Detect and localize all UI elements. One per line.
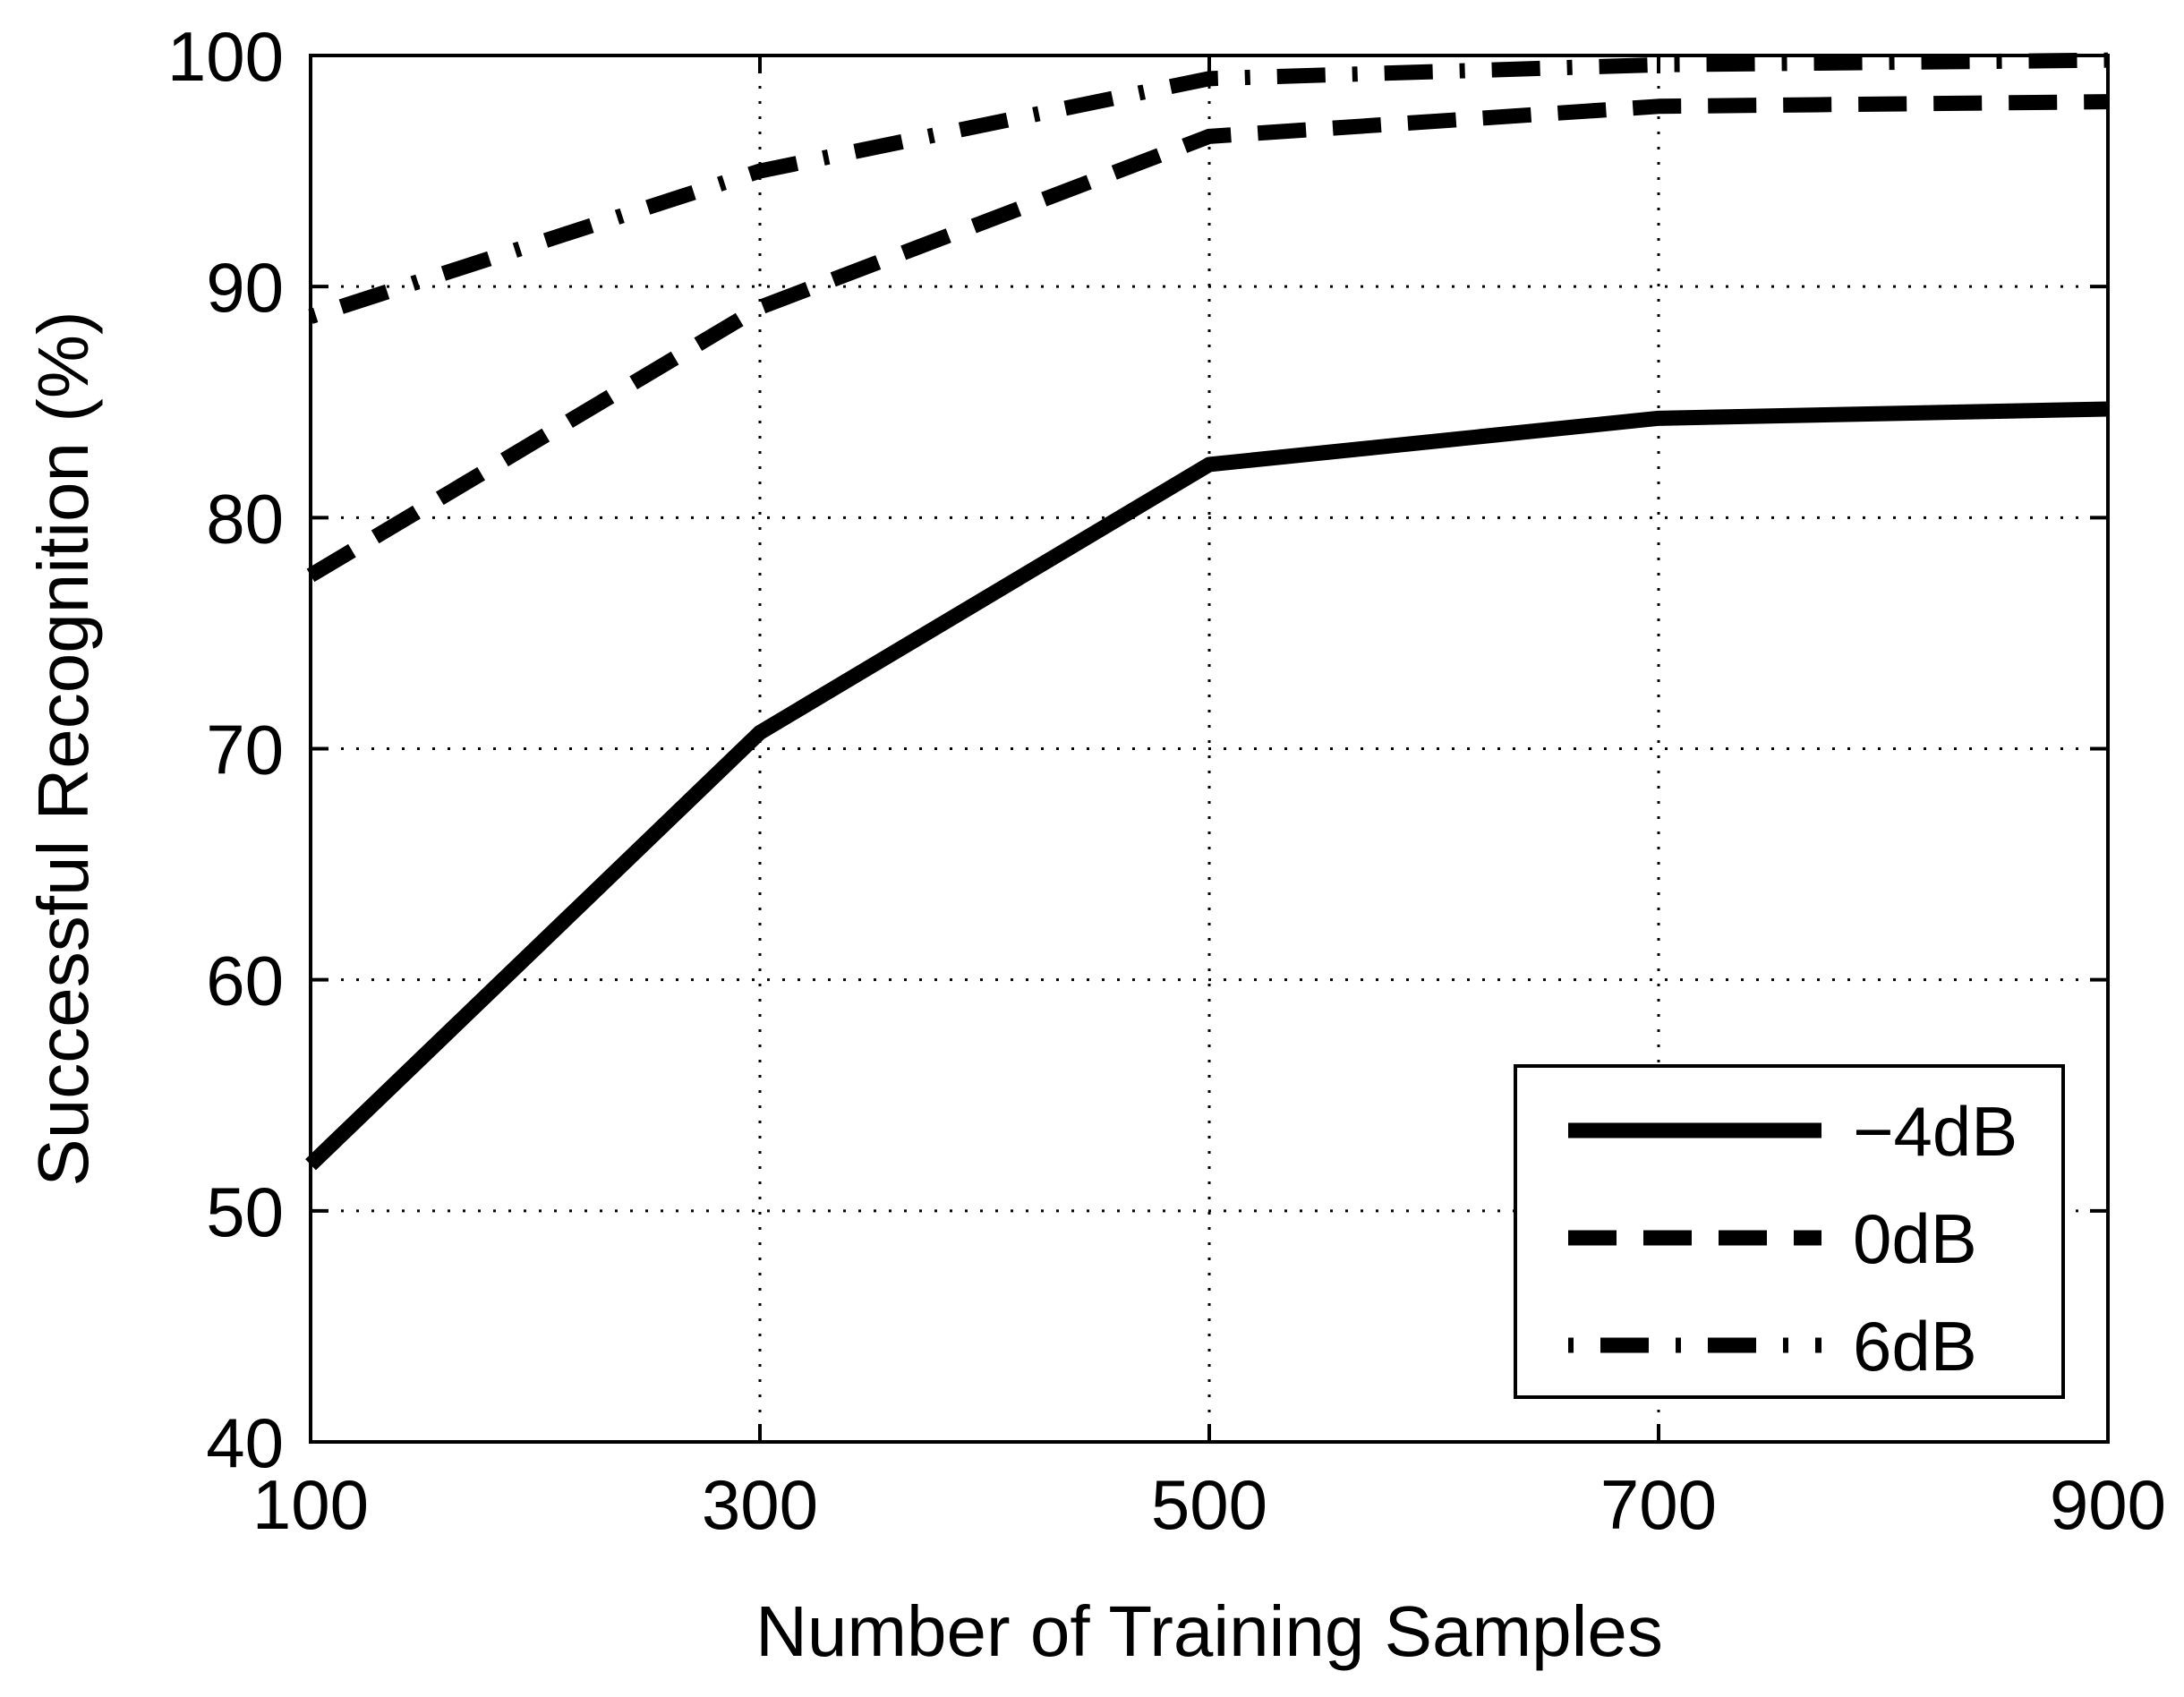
series-line-2 [308,52,2109,324]
y-tick-label-60: 60 [206,942,284,1020]
y-tick-label-50: 50 [206,1173,284,1251]
grid-lines [311,55,2108,1442]
y-axis-label: Successful Recognition (%) [23,311,103,1186]
legend-label-0: −4dB [1853,1092,2018,1171]
legend-label-1: 0dB [1853,1199,1977,1278]
y-tick-label-40: 40 [206,1403,284,1482]
series-lines [305,52,2109,1171]
series-line-0 [305,401,2109,1171]
x-tick-label-900: 900 [2050,1465,2166,1544]
y-tick-label-80: 80 [206,479,284,558]
series-line-1 [306,94,2109,583]
x-tick-label-700: 700 [1600,1465,1717,1544]
y-tick-label-70: 70 [206,711,284,789]
x-tick-label-100: 100 [252,1465,369,1544]
x-tick-label-300: 300 [702,1465,818,1544]
x-tick-label-500: 500 [1151,1465,1267,1544]
y-tick-label-100: 100 [167,17,284,96]
tick-labels: 100 300 500 700 900 40 50 60 70 80 90 100 [167,17,2166,1544]
y-tick-label-90: 90 [206,248,284,327]
legend-label-2: 6dB [1853,1307,1977,1386]
legend: −4dB 0dB 6dB [1514,1064,2065,1399]
legend-items: −4dB 0dB 6dB [1568,1092,2018,1386]
x-axis-label: Number of Training Samples [755,1591,1663,1671]
axis-ticks [309,54,2110,1444]
